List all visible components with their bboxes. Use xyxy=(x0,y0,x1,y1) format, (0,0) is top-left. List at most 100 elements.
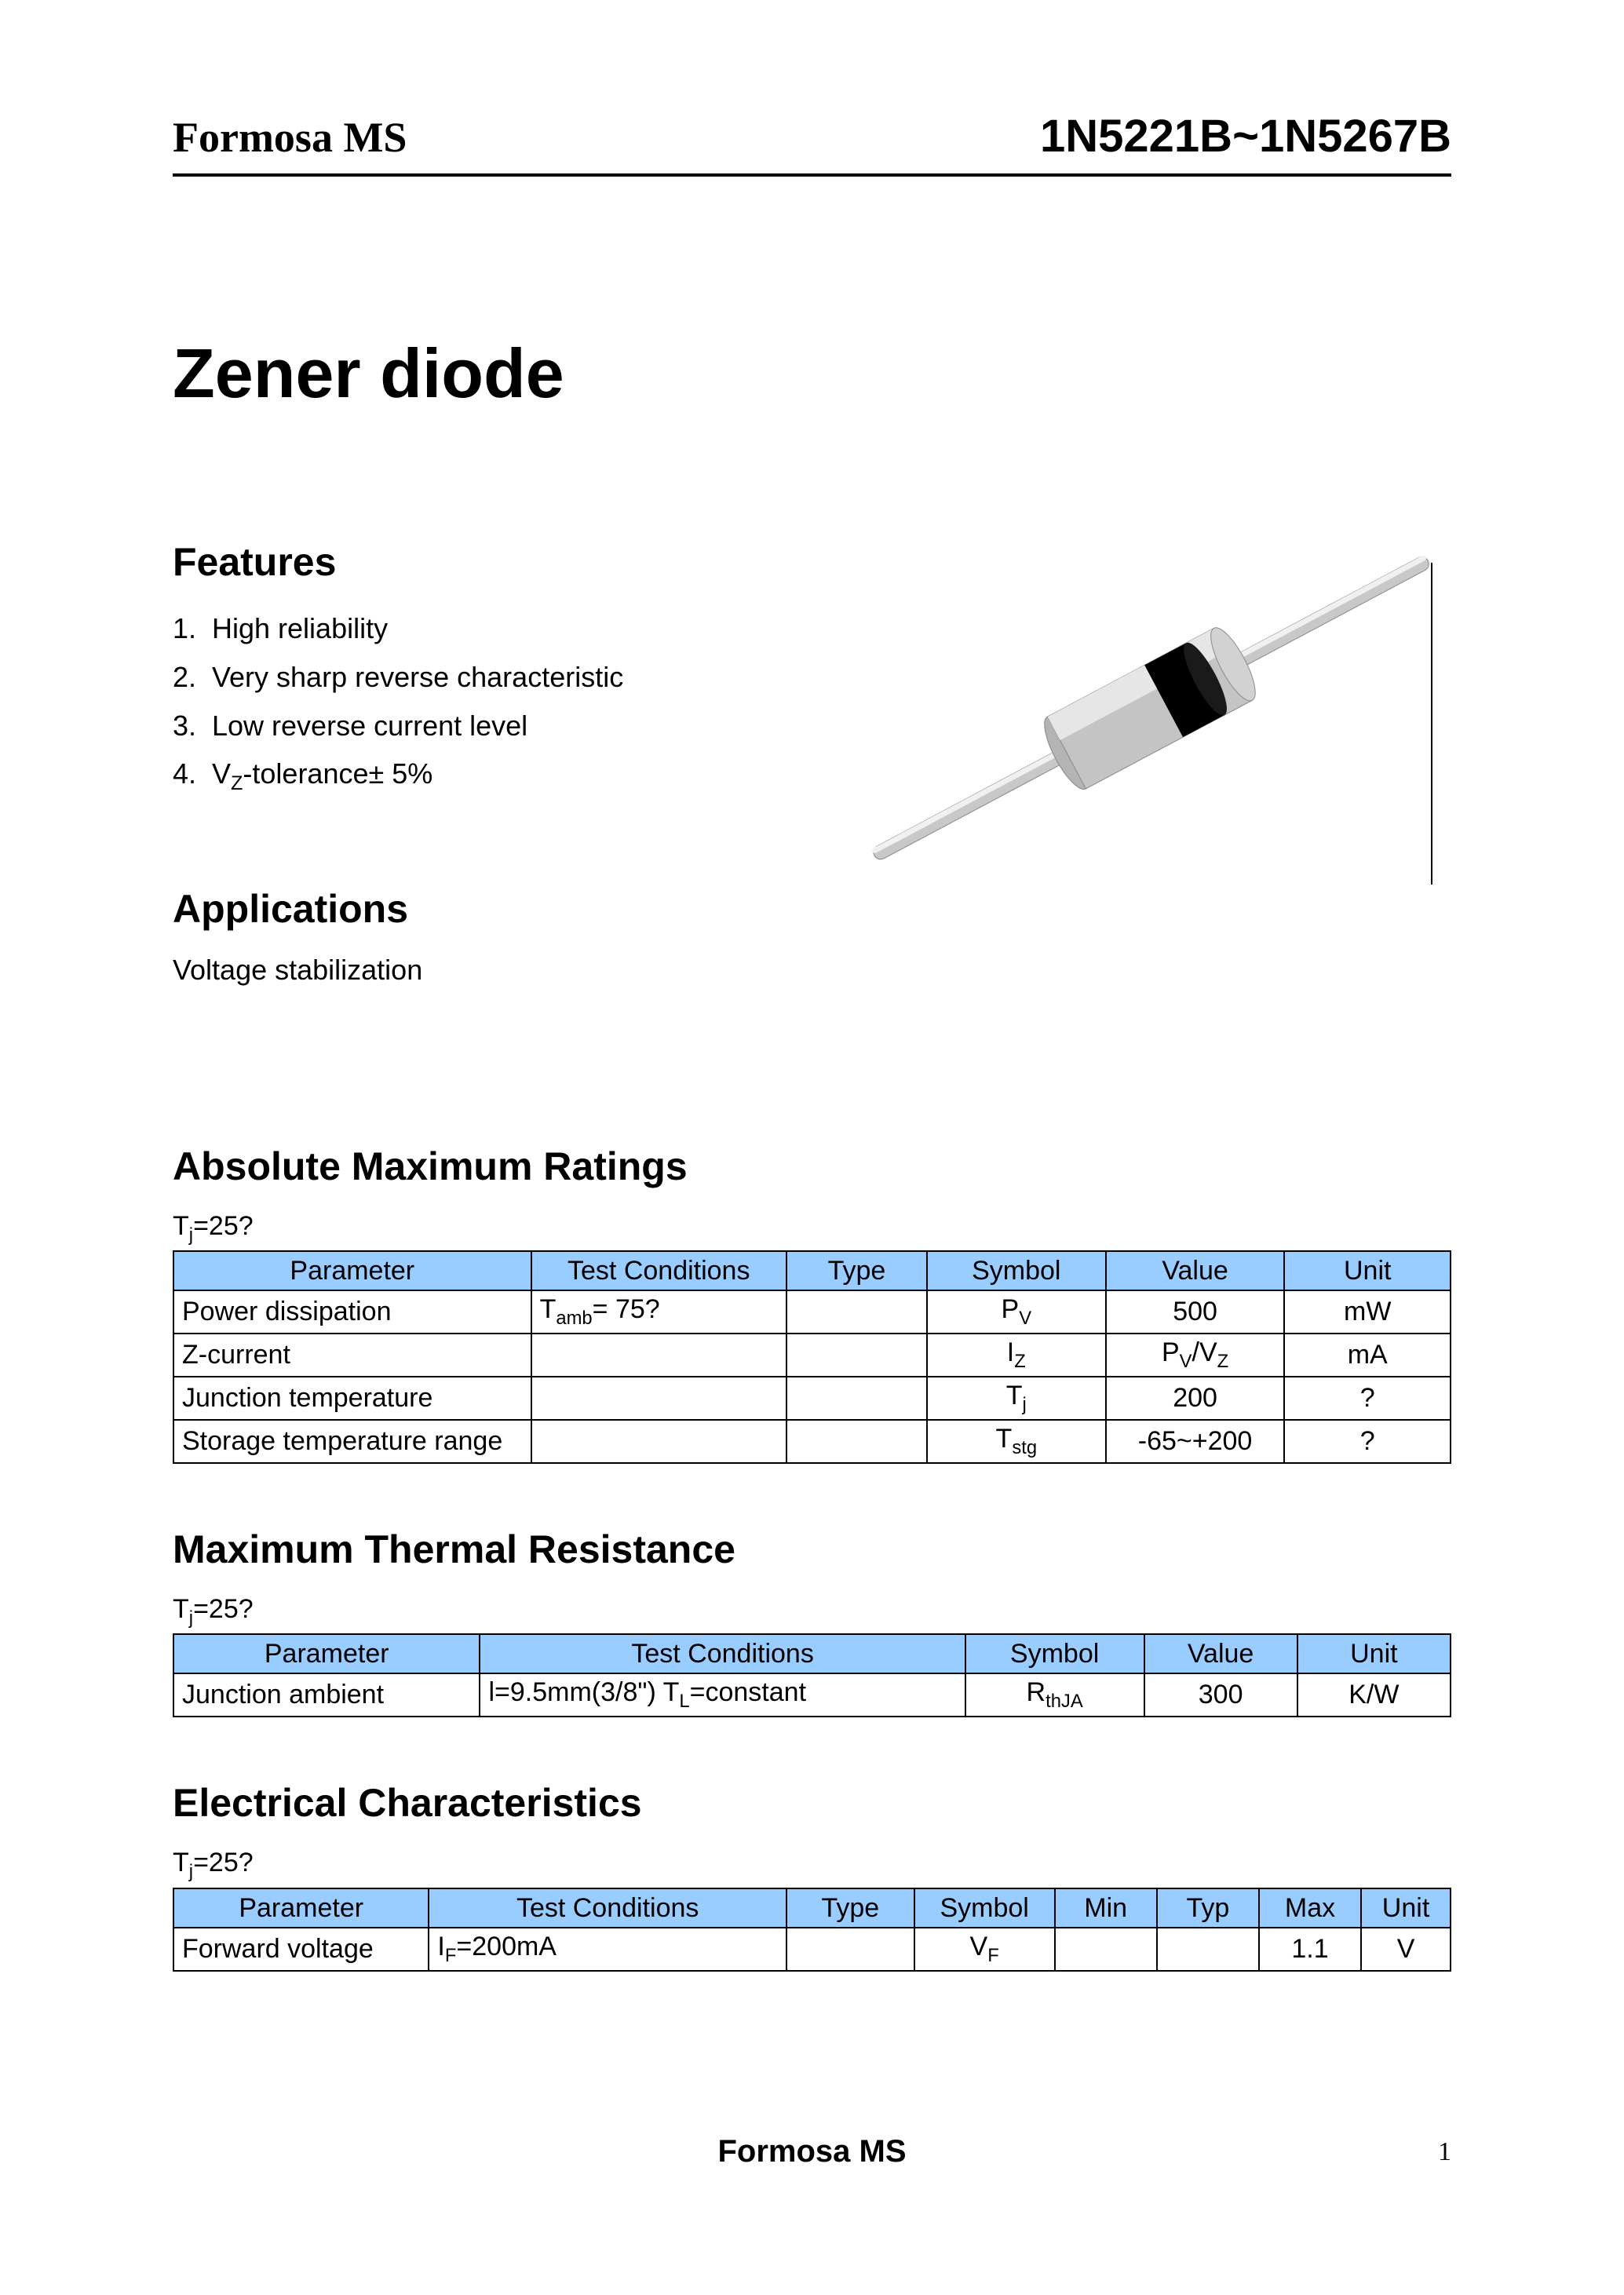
col-header: Unit xyxy=(1284,1251,1451,1290)
feature-item: 4.VZ-tolerance± 5% xyxy=(173,752,823,799)
cell: IZ xyxy=(927,1334,1106,1377)
cell: VF xyxy=(914,1928,1055,1971)
cell: mW xyxy=(1284,1290,1451,1334)
abs-max-section: Absolute Maximum Ratings Tj=25? Paramete… xyxy=(173,1144,1451,1464)
cell xyxy=(531,1334,786,1377)
col-header: Test Conditions xyxy=(480,1634,965,1673)
feature-item: 3.Low reverse current level xyxy=(173,704,823,748)
col-header: Typ xyxy=(1157,1888,1259,1928)
table-row: Power dissipation Tamb= 75? PV 500 mW xyxy=(173,1290,1451,1334)
feature-text: Very sharp reverse characteristic xyxy=(212,661,623,693)
feature-text: Low reverse current level xyxy=(212,710,527,742)
page-title: Zener diode xyxy=(173,334,1451,414)
thermal-table: Parameter Test Conditions Symbol Value U… xyxy=(173,1633,1451,1717)
cell: Tj xyxy=(927,1377,1106,1420)
table-row: Forward voltage IF=200mA VF 1.1 V xyxy=(173,1928,1451,1971)
cell: IF=200mA xyxy=(429,1928,786,1971)
cell: 1.1 xyxy=(1259,1928,1361,1971)
cell xyxy=(531,1377,786,1420)
cell: Z-current xyxy=(173,1334,531,1377)
col-header: Symbol xyxy=(927,1251,1106,1290)
table-row: Storage temperature range Tstg -65~+200 … xyxy=(173,1420,1451,1463)
electrical-heading: Electrical Characteristics xyxy=(173,1780,1451,1826)
cell: K/W xyxy=(1297,1673,1451,1717)
cell: PV xyxy=(927,1290,1106,1334)
col-header: Symbol xyxy=(965,1634,1144,1673)
col-header: Unit xyxy=(1297,1634,1451,1673)
footer: Formosa MS 1 xyxy=(173,2134,1451,2169)
intro-right xyxy=(855,539,1451,1018)
cell: Storage temperature range xyxy=(173,1420,531,1463)
cell: ? xyxy=(1284,1377,1451,1420)
cell: 300 xyxy=(1144,1673,1297,1717)
applications-heading: Applications xyxy=(173,886,823,932)
cell: mA xyxy=(1284,1334,1451,1377)
cell: Junction temperature xyxy=(173,1377,531,1420)
col-header: Test Conditions xyxy=(429,1888,786,1928)
table-header-row: Parameter Test Conditions Type Symbol Va… xyxy=(173,1251,1451,1290)
cell xyxy=(786,1928,914,1971)
thermal-caption: Tj=25? xyxy=(173,1594,1451,1629)
features-list: 1.High reliability 2.Very sharp reverse … xyxy=(173,607,823,800)
cell: Forward voltage xyxy=(173,1928,429,1971)
feature-text: VZ-tolerance± 5% xyxy=(212,757,432,790)
cell xyxy=(1055,1928,1157,1971)
cell xyxy=(786,1377,927,1420)
electrical-table: Parameter Test Conditions Type Symbol Mi… xyxy=(173,1888,1451,1972)
cell: l=9.5mm(3/8") TL=constant xyxy=(480,1673,965,1717)
cell: Power dissipation xyxy=(173,1290,531,1334)
abs-max-table: Parameter Test Conditions Type Symbol Va… xyxy=(173,1250,1451,1463)
col-header: Min xyxy=(1055,1888,1157,1928)
abs-max-caption: Tj=25? xyxy=(173,1211,1451,1246)
thermal-section: Maximum Thermal Resistance Tj=25? Parame… xyxy=(173,1527,1451,1718)
cell: PV/VZ xyxy=(1106,1334,1285,1377)
cell: Tamb= 75? xyxy=(531,1290,786,1334)
features-heading: Features xyxy=(173,539,823,585)
page-number: 1 xyxy=(1438,2137,1451,2167)
cell: V xyxy=(1361,1928,1451,1971)
feature-item: 2.Very sharp reverse characteristic xyxy=(173,655,823,699)
footer-brand: Formosa MS xyxy=(717,2134,906,2169)
cell xyxy=(531,1420,786,1463)
cell xyxy=(1157,1928,1259,1971)
brand-name: Formosa MS xyxy=(173,113,407,162)
col-header: Type xyxy=(786,1888,914,1928)
thermal-heading: Maximum Thermal Resistance xyxy=(173,1527,1451,1572)
table-row: Z-current IZ PV/VZ mA xyxy=(173,1334,1451,1377)
col-header: Unit xyxy=(1361,1888,1451,1928)
cell: Junction ambient xyxy=(173,1673,480,1717)
header: Formosa MS 1N5221B~1N5267B xyxy=(173,110,1451,177)
col-header: Value xyxy=(1106,1251,1285,1290)
col-header: Symbol xyxy=(914,1888,1055,1928)
electrical-section: Electrical Characteristics Tj=25? Parame… xyxy=(173,1780,1451,1972)
electrical-caption: Tj=25? xyxy=(173,1848,1451,1883)
col-header: Max xyxy=(1259,1888,1361,1928)
col-header: Parameter xyxy=(173,1251,531,1290)
col-header: Type xyxy=(786,1251,927,1290)
table-row: Junction ambient l=9.5mm(3/8") TL=consta… xyxy=(173,1673,1451,1717)
cell xyxy=(786,1290,927,1334)
col-header: Parameter xyxy=(173,1888,429,1928)
cell xyxy=(786,1334,927,1377)
cell: -65~+200 xyxy=(1106,1420,1285,1463)
col-header: Test Conditions xyxy=(531,1251,786,1290)
cell: 500 xyxy=(1106,1290,1285,1334)
table-header-row: Parameter Test Conditions Symbol Value U… xyxy=(173,1634,1451,1673)
abs-max-heading: Absolute Maximum Ratings xyxy=(173,1144,1451,1189)
intro-columns: Features 1.High reliability 2.Very sharp… xyxy=(173,539,1451,1018)
table-header-row: Parameter Test Conditions Type Symbol Mi… xyxy=(173,1888,1451,1928)
cell: RthJA xyxy=(965,1673,1144,1717)
part-range: 1N5221B~1N5267B xyxy=(1040,110,1451,162)
applications-text: Voltage stabilization xyxy=(173,954,823,987)
feature-item: 1.High reliability xyxy=(173,607,823,651)
diode-illustration-icon xyxy=(855,547,1451,924)
table-row: Junction temperature Tj 200 ? xyxy=(173,1377,1451,1420)
cell: 200 xyxy=(1106,1377,1285,1420)
intro-left: Features 1.High reliability 2.Very sharp… xyxy=(173,539,823,1018)
col-header: Value xyxy=(1144,1634,1297,1673)
col-header: Parameter xyxy=(173,1634,480,1673)
cell: Tstg xyxy=(927,1420,1106,1463)
feature-text: High reliability xyxy=(212,612,388,644)
cell: ? xyxy=(1284,1420,1451,1463)
cell xyxy=(786,1420,927,1463)
